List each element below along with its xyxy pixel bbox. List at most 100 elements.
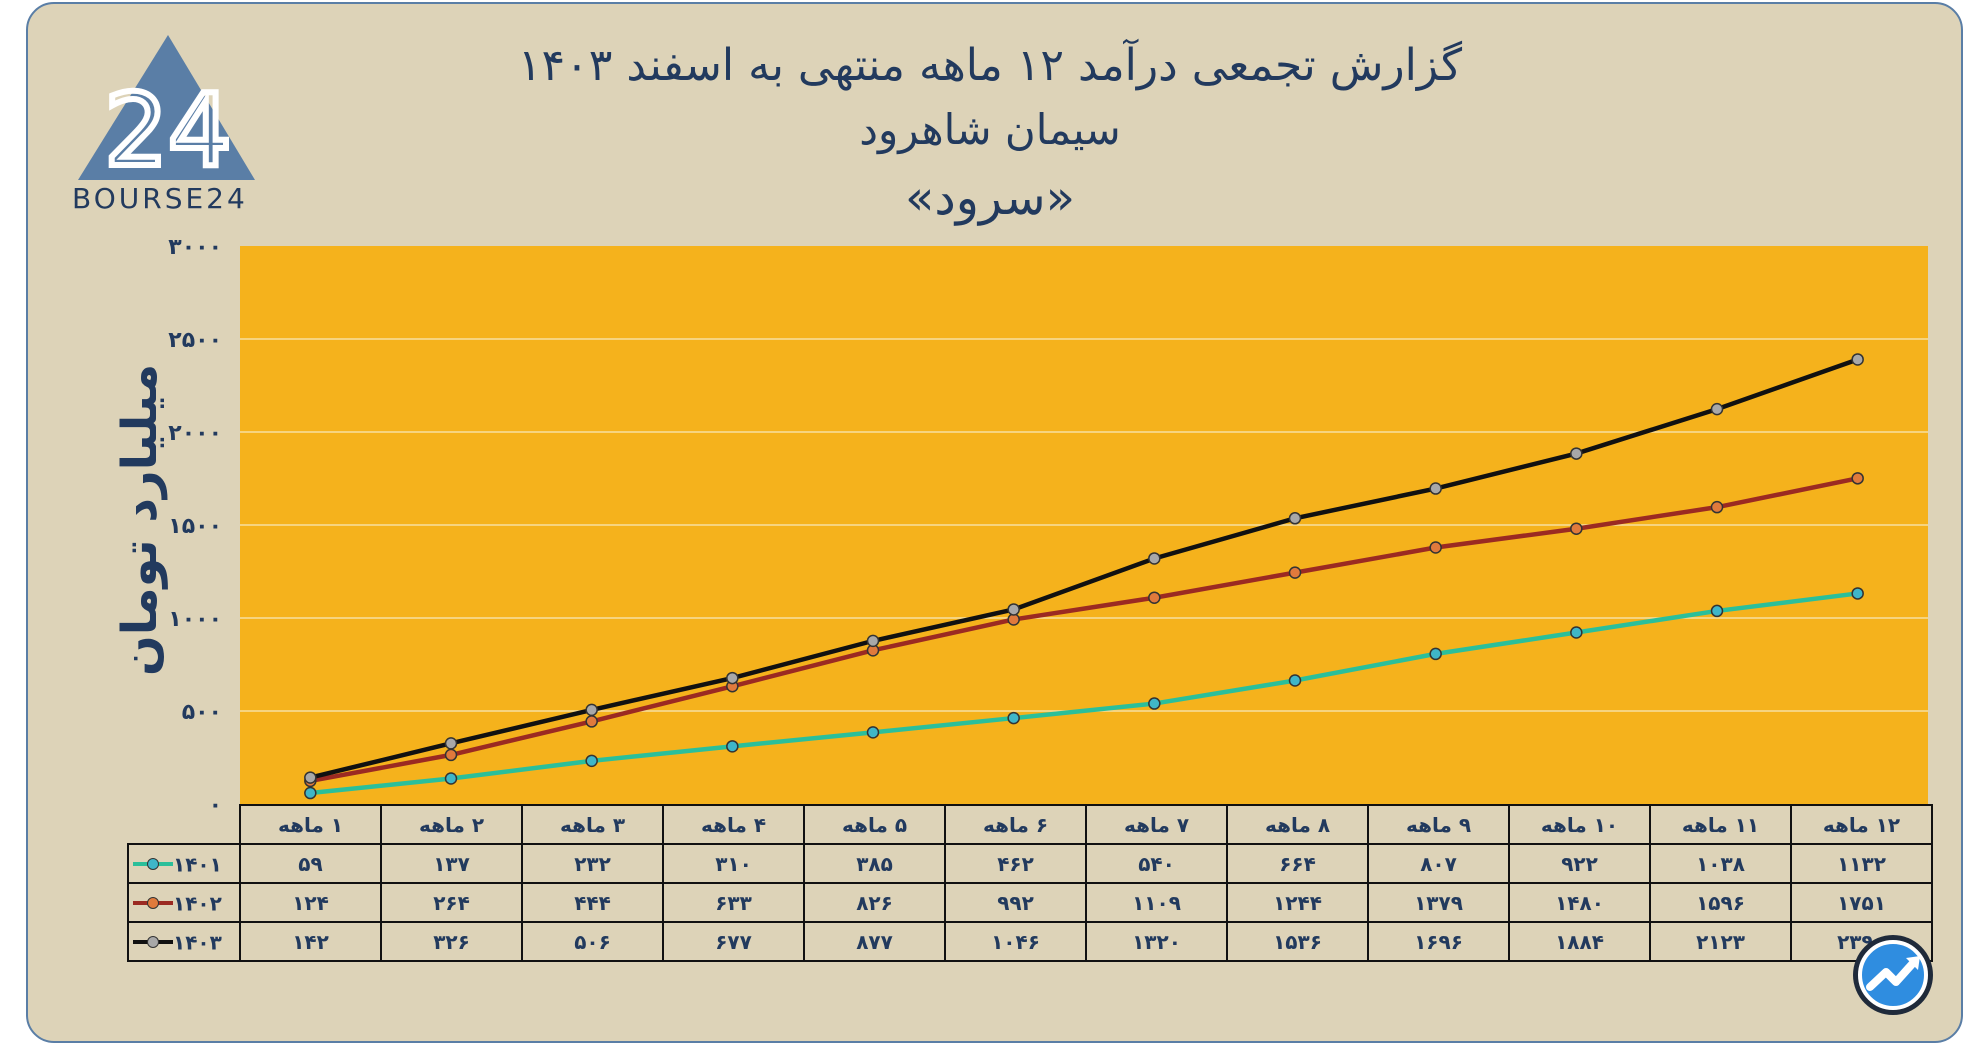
logo-brand-text: BOURSE24 xyxy=(72,182,248,215)
category-label: ۸ ماهه xyxy=(1226,804,1369,845)
bourse24-logo: 24 xyxy=(78,35,255,192)
data-point xyxy=(866,634,880,648)
category-label: ۶ ماهه xyxy=(944,804,1087,845)
category-row: ۱ ماهه ۲ ماهه ۳ ماهه ۴ ماهه ۵ ماهه ۶ ماهه ۷ ما… xyxy=(128,804,1933,845)
data-point xyxy=(1710,604,1724,618)
category-label: ۷ ماهه xyxy=(1085,804,1228,845)
data-label: ۵۰۶ xyxy=(521,921,664,962)
y-axis-label: میلیارد تومان xyxy=(112,363,168,677)
data-table: ۱ ماهه ۲ ماهه ۳ ماهه ۴ ماهه ۵ ماهه ۶ ماهه ۷ ما… xyxy=(127,804,1933,962)
data-point xyxy=(1148,697,1161,710)
data-label: ۱۵۳۶ xyxy=(1226,921,1369,962)
y-tick-label: ۰ xyxy=(209,793,222,818)
data-point xyxy=(444,748,458,762)
legend-label: ۱۴۰۳ xyxy=(173,930,222,955)
series-line xyxy=(309,357,1859,780)
y-tick-label: ۱۵۰۰ xyxy=(168,514,222,539)
legend-entry: ۱۴۰۱ xyxy=(127,843,241,884)
data-label: ۶۳۳ xyxy=(662,882,805,923)
y-tick-label: ۳۰۰۰ xyxy=(168,235,222,260)
data-label: ۱۲۴ xyxy=(239,882,382,923)
data-label: ۲۳۲ xyxy=(521,843,664,884)
legend-swatch xyxy=(133,936,173,949)
category-label: ۱۰ ماهه xyxy=(1508,804,1651,845)
category-label: ۵ ماهه xyxy=(803,804,946,845)
data-point xyxy=(1429,647,1442,661)
category-label: ۱۲ ماهه xyxy=(1790,804,1933,845)
data-point xyxy=(304,771,317,784)
category-label: ۳ ماهه xyxy=(521,804,664,845)
data-point xyxy=(444,737,458,750)
series-lines xyxy=(304,353,1864,800)
data-label: ۲۶۴ xyxy=(380,882,523,923)
data-point xyxy=(1288,512,1302,525)
legend-label: ۱۴۰۲ xyxy=(173,891,222,916)
category-label: ۱۱ ماهه xyxy=(1649,804,1792,845)
data-label: ۸۲۶ xyxy=(803,882,946,923)
y-tick-label: ۵۰۰ xyxy=(182,700,222,725)
data-point xyxy=(1148,591,1161,604)
y-tick-label: ۲۵۰۰ xyxy=(168,328,222,353)
data-label: ۳۱۰ xyxy=(662,843,805,884)
legend-label: ۱۴۰۱ xyxy=(173,852,222,877)
series-line xyxy=(310,591,1858,796)
category-label: ۲ ماهه xyxy=(380,804,523,845)
category-label: ۹ ماهه xyxy=(1367,804,1510,845)
data-label: ۱۲۴۴ xyxy=(1226,882,1369,923)
data-point xyxy=(1429,541,1442,554)
data-label: ۹۹۲ xyxy=(944,882,1087,923)
legend-swatch xyxy=(133,897,173,910)
data-point xyxy=(1007,603,1020,616)
data-label: ۸۰۷ xyxy=(1367,843,1510,884)
series-row: ۱۴۰۱ ۵۹ ۱۳۷ ۲۳۲ ۳۱۰ ۳۸۵ ۴۶۲ ۵۴۰ ۶۶۴ ۸۰۷ ۹۲۲ ۱۰۳۸ ۱۱۳… xyxy=(127,843,1933,884)
category-label: ۱ ماهه xyxy=(239,804,382,845)
data-label: ۶۶۴ xyxy=(1226,843,1369,884)
data-point xyxy=(304,786,317,800)
data-label: ۱۰۴۶ xyxy=(944,921,1087,962)
data-label: ۸۷۷ xyxy=(803,921,946,962)
data-point xyxy=(1429,482,1442,495)
y-tick-label: ۱۰۰۰ xyxy=(168,607,222,632)
data-point xyxy=(1570,522,1583,535)
chart-title-line-3: «سرود» xyxy=(905,170,1075,226)
data-label: ۱۶۹۶ xyxy=(1367,921,1510,962)
data-label: ۱۴۲ xyxy=(239,921,382,962)
data-label: ۱۵۹۶ xyxy=(1649,882,1792,923)
data-point xyxy=(866,726,880,739)
y-axis-ticks: ۰ ۵۰۰ ۱۰۰۰ ۱۵۰۰ ۲۰۰۰ ۲۵۰۰ ۳۰۰۰ xyxy=(168,235,222,818)
data-point xyxy=(1851,353,1864,366)
data-label: ۵۹ xyxy=(239,843,382,884)
data-label: ۹۲۲ xyxy=(1508,843,1651,884)
data-label: ۱۴۸۰ xyxy=(1508,882,1651,923)
data-point xyxy=(726,740,739,753)
chart-title-line-1: گزارش تجمعی درآمد ۱۲ ماهه منتهی به اسفند… xyxy=(517,40,1463,91)
data-point xyxy=(1007,711,1020,725)
data-point xyxy=(1710,402,1724,416)
data-label: ۱۷۵۱ xyxy=(1790,882,1933,923)
legend-entry: ۱۴۰۲ xyxy=(127,882,241,923)
data-point xyxy=(1288,674,1302,687)
data-label: ۴۶۲ xyxy=(944,843,1087,884)
data-point xyxy=(1288,566,1302,579)
chart-title-line-2: سیمان شاهرود xyxy=(859,105,1121,154)
data-point xyxy=(585,754,598,768)
data-label: ۳۸۵ xyxy=(803,843,946,884)
series-line xyxy=(309,476,1859,784)
data-label: ۱۱۳۲ xyxy=(1790,843,1933,884)
data-label: ۳۲۶ xyxy=(380,921,523,962)
logo-mark-24: 24 xyxy=(104,72,231,189)
data-point xyxy=(1148,552,1161,565)
data-point xyxy=(1710,500,1724,514)
data-point xyxy=(726,671,739,685)
watermark-chart-icon xyxy=(1853,935,1933,1015)
data-label: ۶۷۷ xyxy=(662,921,805,962)
data-point xyxy=(444,772,458,785)
data-label: ۱۳۲۰ xyxy=(1085,921,1228,962)
data-point xyxy=(585,703,598,717)
series-row: ۱۴۰۳ ۱۴۲ ۳۲۶ ۵۰۶ ۶۷۷ ۸۷۷ ۱۰۴۶ ۱۳۲۰ ۱۵۳۶ ۱۶۹۶ ۱۸۸۴ ۲… xyxy=(127,921,1933,962)
legend-entry: ۱۴۰۳ xyxy=(127,921,241,962)
data-label: ۱۱۰۹ xyxy=(1085,882,1228,923)
data-point xyxy=(1570,447,1583,460)
data-label: ۱۸۸۴ xyxy=(1508,921,1651,962)
